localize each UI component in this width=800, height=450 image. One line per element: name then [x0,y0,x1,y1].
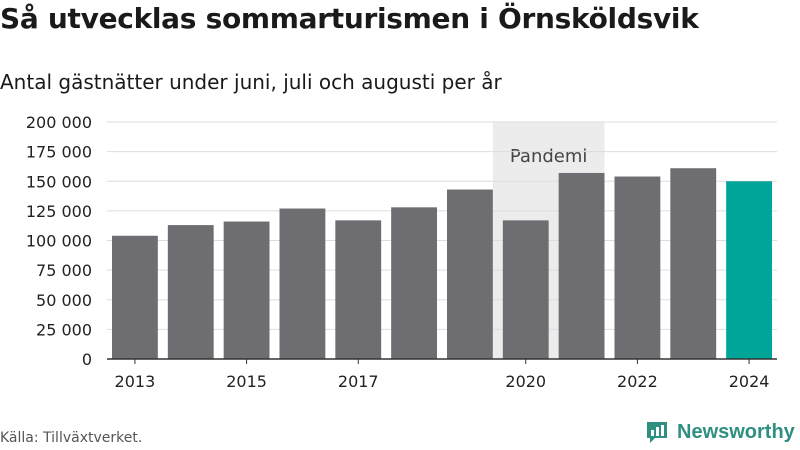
x-tick-label: 2013 [115,372,156,391]
bar-chart: Pandemi 0 25 000 50 000 75 000 100 000 125 000… [26,113,777,391]
y-tick-label: 25 000 [36,320,92,339]
y-tick-label: 150 000 [26,172,92,191]
bar-2020 [502,220,549,359]
bar-2023 [670,168,717,359]
x-tick-label: 2022 [617,372,658,391]
annotation-label: Pandemi [510,146,588,167]
newsworthy-logo: Newsworthy [645,420,795,444]
logo-text: Newsworthy [677,420,795,443]
x-tick-label: 2015 [226,372,267,391]
x-tick-label: 2020 [505,372,546,391]
bar-2017 [335,220,382,359]
x-tick-label: 2024 [729,372,770,391]
y-tick-label: 50 000 [36,291,92,310]
y-tick-label: 200 000 [26,113,92,132]
chart-title: Så utvecklas sommarturismen i Örnsköldsv… [0,2,699,35]
bar-2013 [112,235,158,359]
bar-2022 [614,176,661,359]
y-tick-label: 0 [82,350,92,369]
bar-2019 [447,189,493,359]
bar-2021 [558,172,605,359]
bar-2018 [391,207,437,359]
source-note: Källa: Tillväxtverket. [0,430,143,446]
x-tick-label: 2017 [338,372,379,391]
bar-chart-speech-bubble-icon [647,422,667,443]
bar-2015 [223,221,270,359]
bar-2014 [167,225,214,359]
y-tick-label: 175 000 [26,143,92,162]
chart-subtitle: Antal gästnätter under juni, juli och au… [0,70,502,94]
y-tick-label: 75 000 [36,261,92,280]
y-tick-label: 100 000 [26,232,92,251]
bar-2024 [726,181,772,359]
y-tick-label: 125 000 [26,202,92,221]
bar-2016 [279,208,326,359]
